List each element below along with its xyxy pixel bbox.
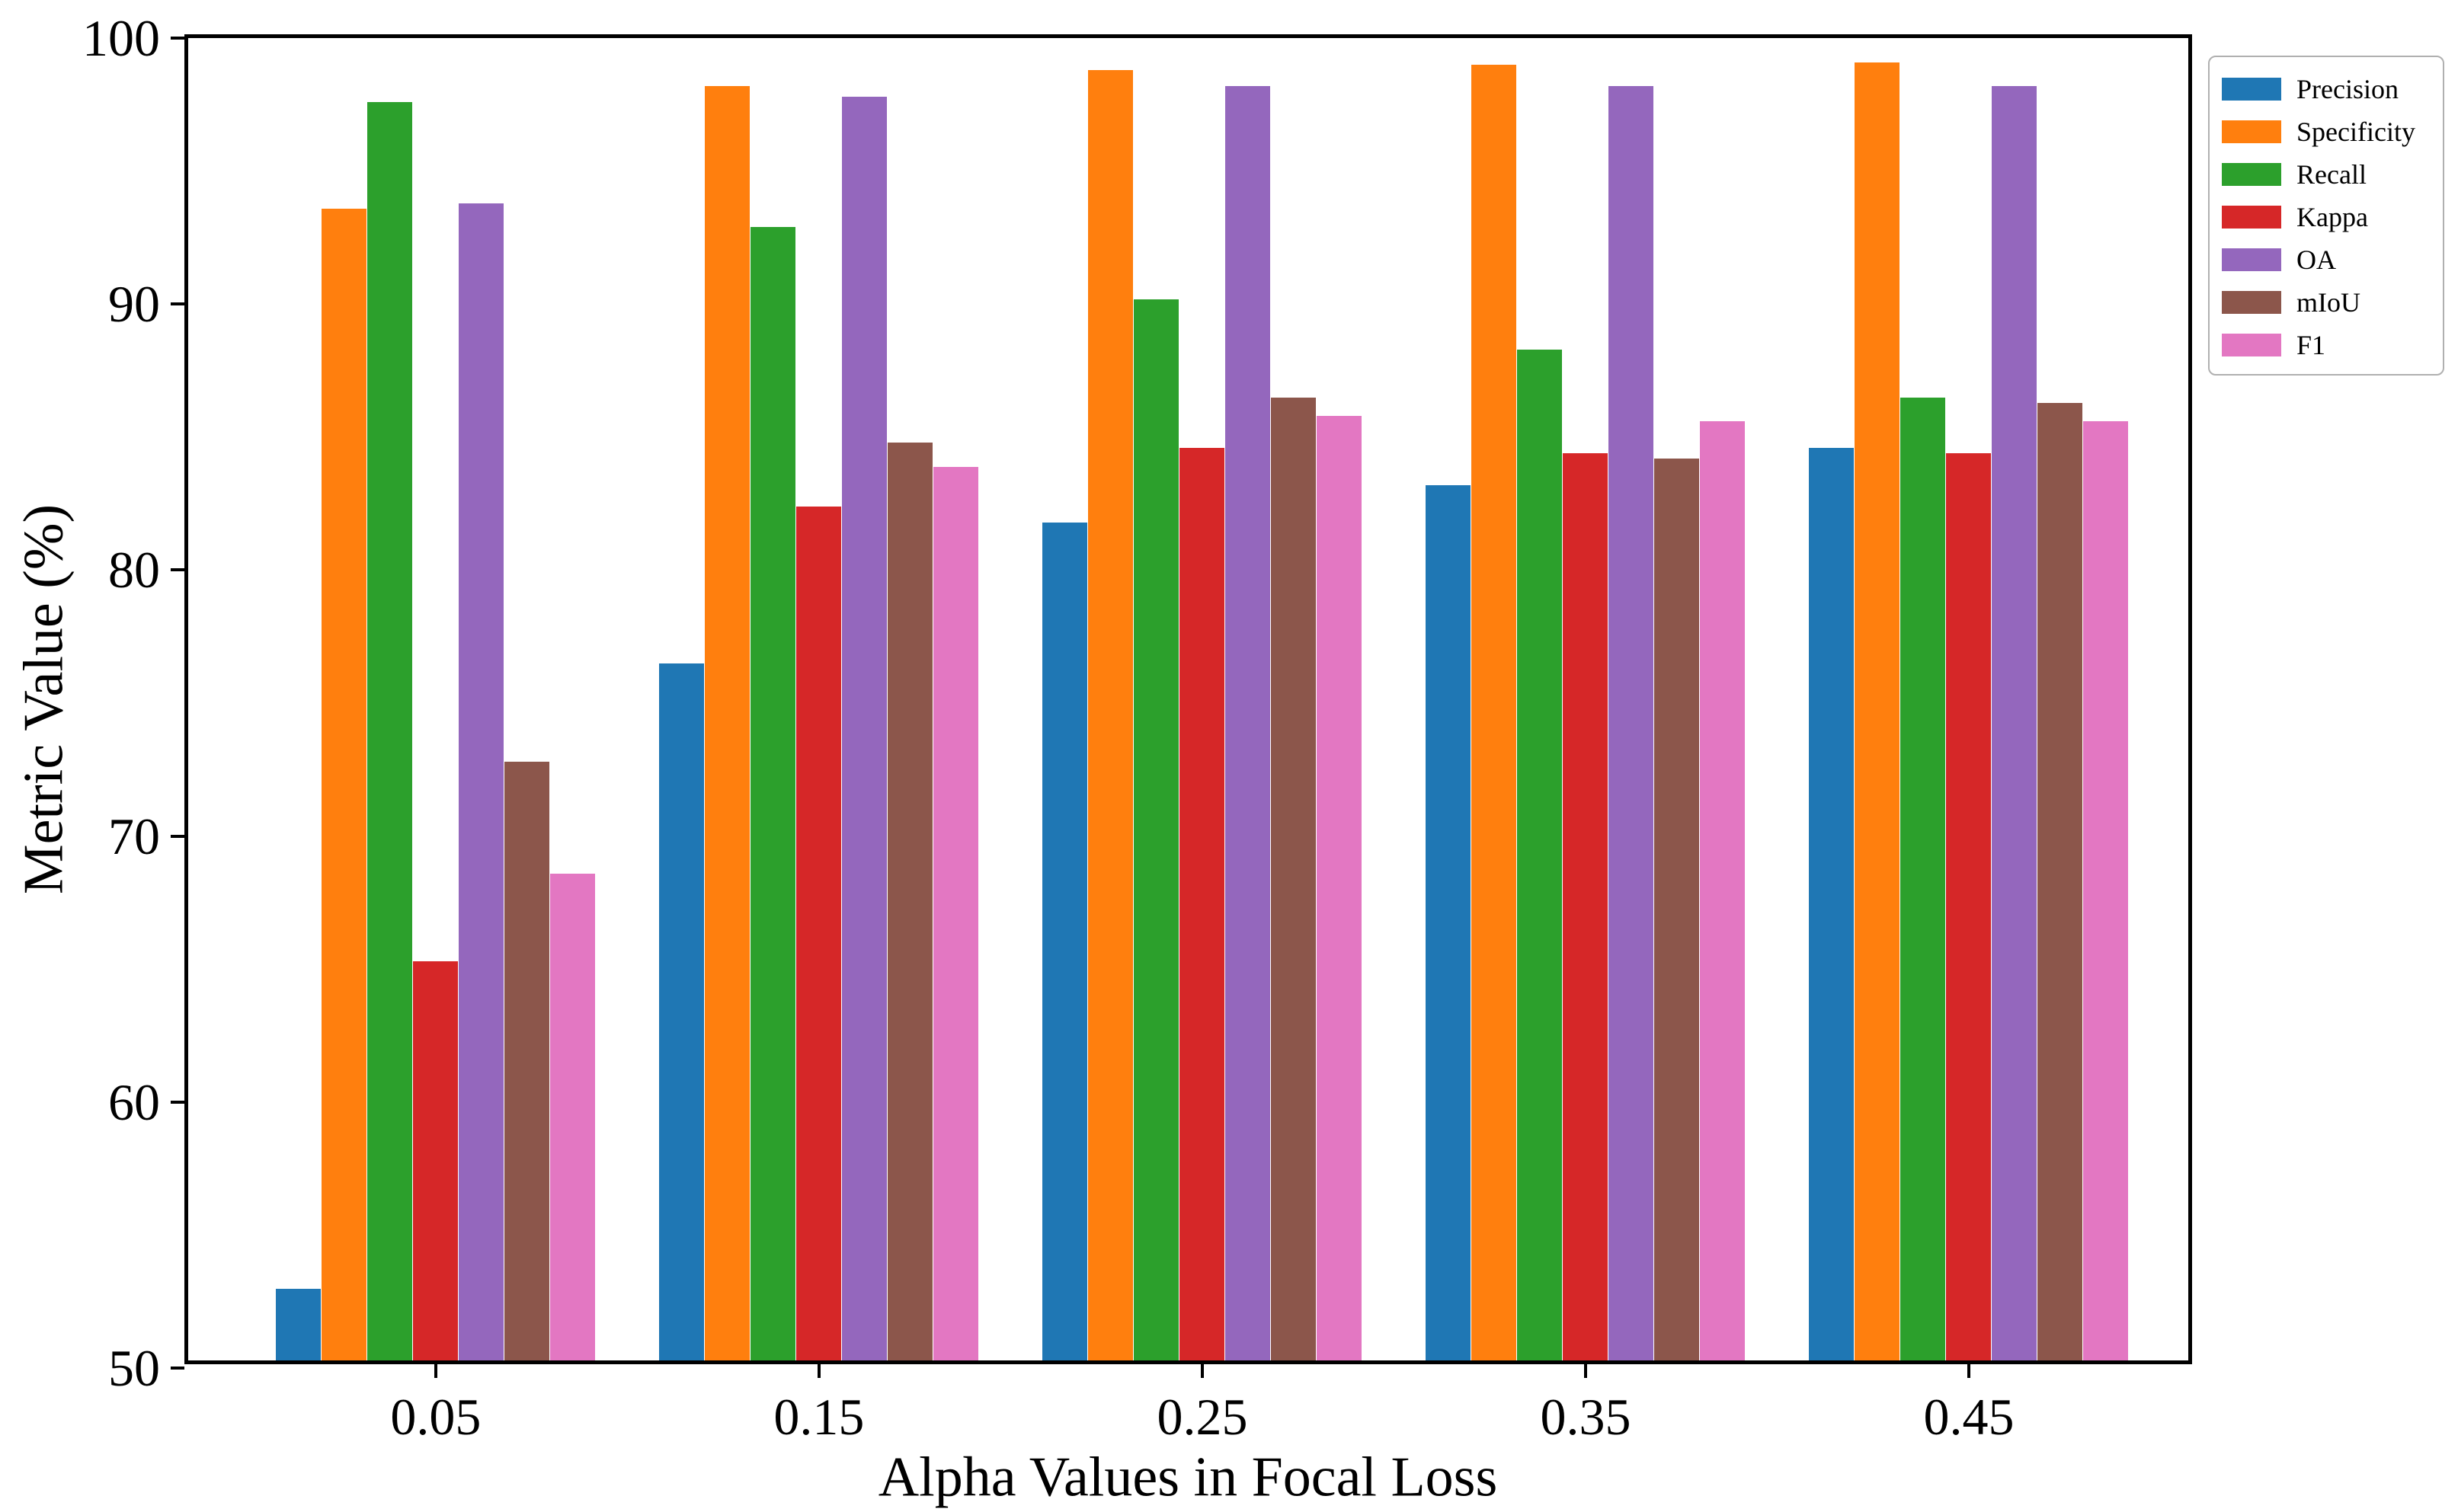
legend-label: Specificity xyxy=(2296,117,2415,147)
legend-item: F1 xyxy=(2222,324,2443,366)
legend-swatch-icon xyxy=(2222,248,2281,271)
y-tick-label: 60 xyxy=(108,1072,160,1131)
y-tick-mark xyxy=(171,1367,184,1370)
bar-oa-0.45 xyxy=(1991,86,2037,1360)
y-tick-label: 50 xyxy=(108,1339,160,1397)
legend-swatch-icon xyxy=(2222,334,2281,356)
bar-kappa-0.15 xyxy=(795,507,841,1360)
bar-oa-0.15 xyxy=(841,97,887,1360)
x-tick-label: 0.25 xyxy=(1157,1388,1248,1446)
bar-recall-0.15 xyxy=(750,227,795,1360)
y-tick-mark xyxy=(171,568,184,572)
bar-miou-0.25 xyxy=(1270,397,1316,1360)
bar-recall-0.45 xyxy=(1900,397,1945,1360)
bar-f1-0.25 xyxy=(1316,416,1362,1360)
bar-specificity-0.25 xyxy=(1087,70,1133,1360)
y-tick-mark xyxy=(171,302,184,306)
y-tick-mark xyxy=(171,834,184,838)
x-tick-label: 0.05 xyxy=(390,1388,482,1446)
bar-kappa-0.25 xyxy=(1179,448,1224,1360)
x-tick-label: 0.35 xyxy=(1540,1388,1631,1446)
x-tick-label: 0.15 xyxy=(773,1388,865,1446)
bar-specificity-0.05 xyxy=(321,208,366,1360)
legend: Precision Specificity Recall Kappa OA mIoU F1 xyxy=(2208,56,2444,376)
x-tick-mark xyxy=(1200,1364,1204,1378)
y-tick-label: 80 xyxy=(108,541,160,599)
bar-precision-0.05 xyxy=(275,1288,321,1360)
legend-swatch-icon xyxy=(2222,120,2281,143)
y-tick-label: 90 xyxy=(108,275,160,334)
y-tick-mark xyxy=(171,1100,184,1104)
legend-label: Recall xyxy=(2296,159,2367,190)
legend-item: mIoU xyxy=(2222,281,2443,324)
y-axis-label: Metric Value (%) xyxy=(12,503,75,895)
bar-f1-0.35 xyxy=(1699,421,1745,1360)
bar-precision-0.25 xyxy=(1042,523,1087,1360)
bar-specificity-0.15 xyxy=(704,86,750,1360)
legend-swatch-icon xyxy=(2222,291,2281,314)
bar-miou-0.15 xyxy=(887,443,933,1360)
bar-kappa-0.05 xyxy=(412,961,458,1360)
bars-container xyxy=(188,38,2188,1360)
legend-label: Kappa xyxy=(2296,202,2368,232)
legend-label: F1 xyxy=(2296,330,2326,360)
bar-f1-0.45 xyxy=(2082,421,2128,1360)
bar-precision-0.15 xyxy=(658,663,704,1360)
bar-oa-0.35 xyxy=(1608,86,1653,1360)
legend-label: OA xyxy=(2296,245,2336,275)
x-tick-mark xyxy=(434,1364,437,1378)
y-tick-label: 70 xyxy=(108,807,160,865)
bar-miou-0.45 xyxy=(2037,402,2082,1360)
bar-recall-0.25 xyxy=(1133,299,1179,1360)
y-tick-label: 100 xyxy=(82,9,160,67)
legend-item: Specificity xyxy=(2222,110,2443,153)
bar-precision-0.35 xyxy=(1425,485,1471,1360)
legend-swatch-icon xyxy=(2222,206,2281,229)
legend-item: Precision xyxy=(2222,68,2443,110)
y-tick-mark xyxy=(171,37,184,40)
bar-kappa-0.35 xyxy=(1562,453,1608,1360)
bar-oa-0.05 xyxy=(458,203,504,1360)
x-tick-label: 0.45 xyxy=(1923,1388,2015,1446)
bar-f1-0.05 xyxy=(549,873,595,1360)
bar-specificity-0.45 xyxy=(1854,62,1900,1360)
bar-precision-0.45 xyxy=(1808,448,1854,1360)
x-tick-mark xyxy=(1967,1364,1970,1378)
legend-swatch-icon xyxy=(2222,78,2281,101)
bar-recall-0.05 xyxy=(366,102,412,1360)
legend-swatch-icon xyxy=(2222,163,2281,186)
legend-item: Kappa xyxy=(2222,196,2443,238)
bar-oa-0.25 xyxy=(1224,86,1270,1360)
x-tick-mark xyxy=(1583,1364,1587,1378)
x-axis-label: Alpha Values in Focal Loss xyxy=(878,1446,1498,1509)
legend-label: mIoU xyxy=(2296,287,2360,318)
bar-recall-0.35 xyxy=(1516,350,1562,1360)
bar-kappa-0.45 xyxy=(1945,453,1991,1360)
bar-miou-0.05 xyxy=(504,762,549,1360)
plot-area: 50 60 70 80 90 100 0.05 0.15 0.25 0.35 0.45 xyxy=(82,12,2192,1443)
x-tick-mark xyxy=(817,1364,821,1378)
bar-specificity-0.35 xyxy=(1471,65,1516,1360)
legend-item: Recall xyxy=(2222,153,2443,196)
bar-miou-0.35 xyxy=(1653,459,1699,1360)
legend-label: Precision xyxy=(2296,74,2399,104)
legend-item: OA xyxy=(2222,238,2443,281)
bar-f1-0.15 xyxy=(933,466,978,1360)
